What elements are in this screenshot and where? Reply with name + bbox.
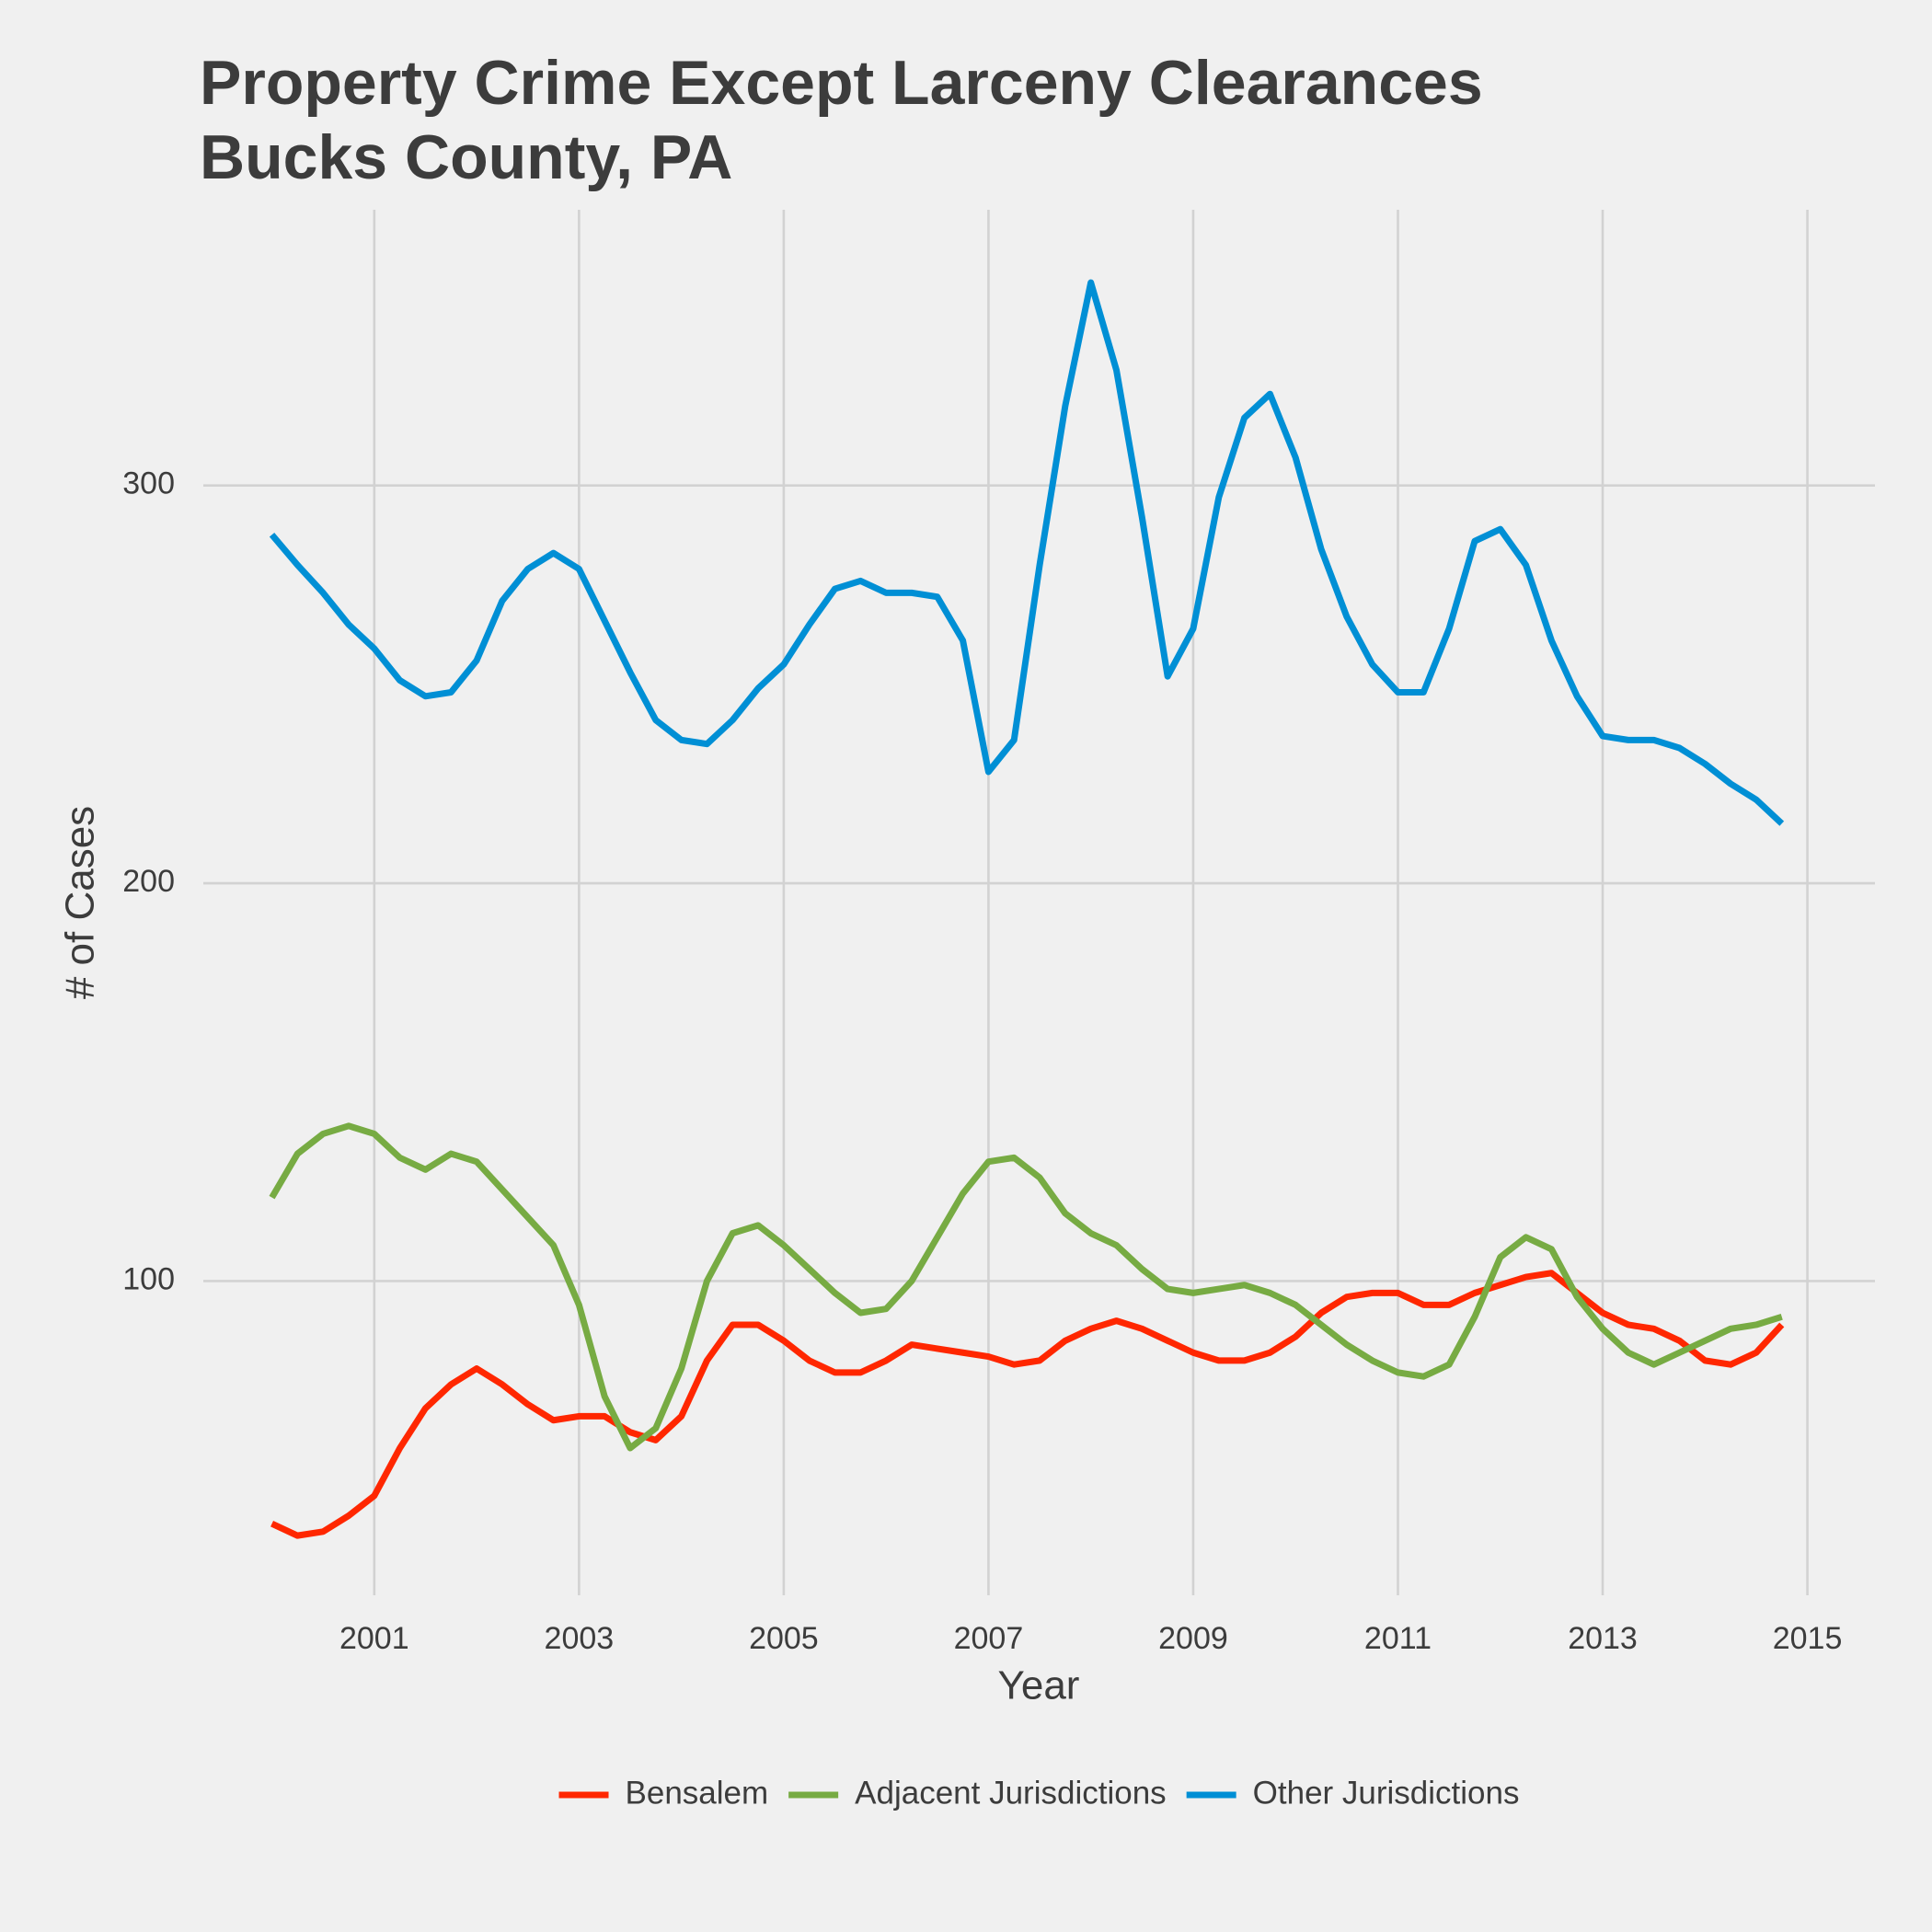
x-tick-label: 2005 (749, 1621, 819, 1656)
x-tick-label: 2013 (1568, 1621, 1638, 1656)
legend-label: Other Jurisdictions (1253, 1775, 1520, 1811)
y-tick-label: 200 (122, 864, 175, 899)
x-tick-label: 2001 (339, 1621, 409, 1656)
chart-subtitle: Bucks County, PA (200, 122, 732, 192)
x-tick-label: 2009 (1158, 1621, 1228, 1656)
legend-label: Bensalem (626, 1775, 769, 1811)
x-tick-label: 2007 (954, 1621, 1024, 1656)
x-tick-label: 2011 (1364, 1621, 1432, 1656)
line-series (270, 1270, 1785, 1539)
line-series (269, 279, 1785, 826)
chart-title: Property Crime Except Larceny Clearances (200, 48, 1483, 118)
y-tick-label: 300 (122, 466, 175, 501)
y-axis-title: # of Cases (58, 806, 103, 999)
y-tick-label: 100 (122, 1261, 175, 1296)
legend-label: Adjacent Jurisdictions (855, 1775, 1167, 1811)
x-tick-label: 2003 (545, 1621, 615, 1656)
x-tick-label: 2015 (1773, 1621, 1843, 1656)
x-axis-title: Year (998, 1663, 1080, 1708)
line-series (269, 1122, 1783, 1452)
